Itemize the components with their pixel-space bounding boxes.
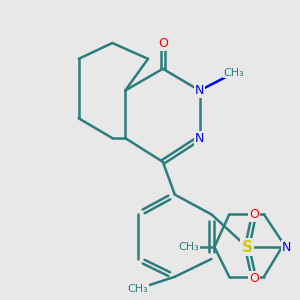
Text: N: N [195,84,204,97]
Text: S: S [242,240,253,255]
Text: CH₃: CH₃ [179,242,200,252]
Text: CH₃: CH₃ [128,284,148,294]
Text: N: N [282,241,291,254]
Text: N: N [195,132,204,145]
Text: O: O [249,208,259,221]
Text: CH₃: CH₃ [224,68,244,78]
Text: O: O [158,37,168,50]
Text: O: O [249,272,259,285]
